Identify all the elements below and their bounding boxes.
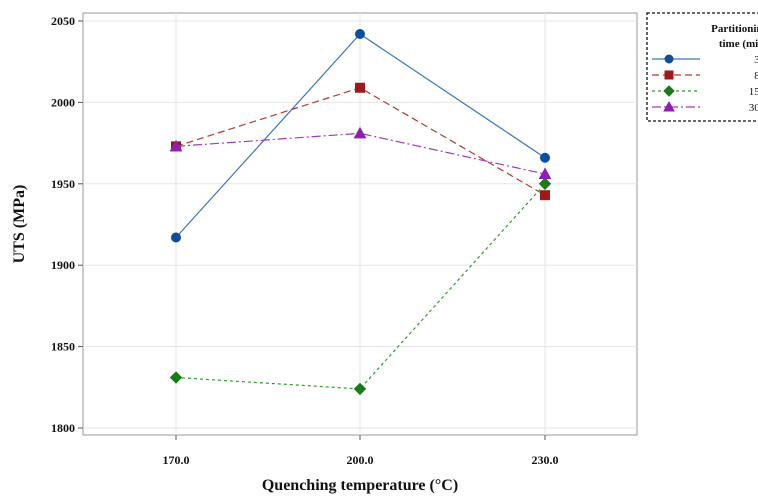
y-axis-title: UTS (MPa)	[11, 185, 28, 264]
data-point-3-0	[171, 232, 181, 243]
y-tick-label: 2000	[51, 95, 75, 109]
legend-label: 3.0	[754, 54, 758, 66]
legend-marker-square	[664, 70, 674, 80]
y-tick-label: 1850	[51, 340, 75, 354]
legend-title-line-2: time (min)	[719, 38, 758, 50]
data-point-8-0	[355, 82, 365, 93]
legend-marker-triangle	[663, 100, 675, 112]
x-tick-label: 200.0	[347, 453, 374, 467]
y-tick-label: 1950	[51, 177, 75, 191]
x-tick-label: 170.0	[163, 453, 190, 467]
data-point-8-0	[540, 190, 550, 201]
x-axis-title: Quenching temperature (°C)	[262, 477, 458, 494]
data-point-30-0	[353, 126, 367, 139]
legend-label: 8.0	[754, 70, 758, 82]
data-point-3-0	[355, 29, 365, 40]
legend: Partitioning time (min) 3.0 8.0 15.0 30.0	[646, 12, 758, 122]
legend-label: 30.0	[749, 102, 758, 114]
series-line-15-0	[175, 183, 546, 390]
y-axis: 1800 1850 1900 1950 2000 2050	[51, 14, 83, 435]
legend-label: 15.0	[749, 86, 758, 98]
data-point-3-0	[540, 152, 550, 163]
x-tick-label: 230.0	[532, 453, 559, 467]
series-group	[169, 29, 552, 396]
y-tick-label: 1900	[51, 258, 75, 272]
series-line-30-0	[175, 132, 546, 175]
legend-entries: 3.0 8.0 15.0 30.0	[652, 54, 758, 114]
data-point-30-0	[169, 139, 183, 152]
data-point-15-0	[353, 382, 367, 396]
data-point-30-0	[538, 167, 552, 180]
data-point-15-0	[169, 371, 183, 384]
y-tick-label: 2050	[51, 14, 75, 28]
legend-marker-circle	[664, 54, 674, 64]
legend-box	[646, 12, 758, 122]
x-axis: 170.0 200.0 230.0	[163, 435, 559, 467]
legend-title-line-1: Partitioning	[711, 23, 758, 35]
data-point-15-0	[538, 177, 552, 191]
legend-marker-diamond	[663, 85, 675, 97]
grid-lines	[83, 13, 637, 435]
y-tick-label: 1800	[51, 421, 75, 435]
